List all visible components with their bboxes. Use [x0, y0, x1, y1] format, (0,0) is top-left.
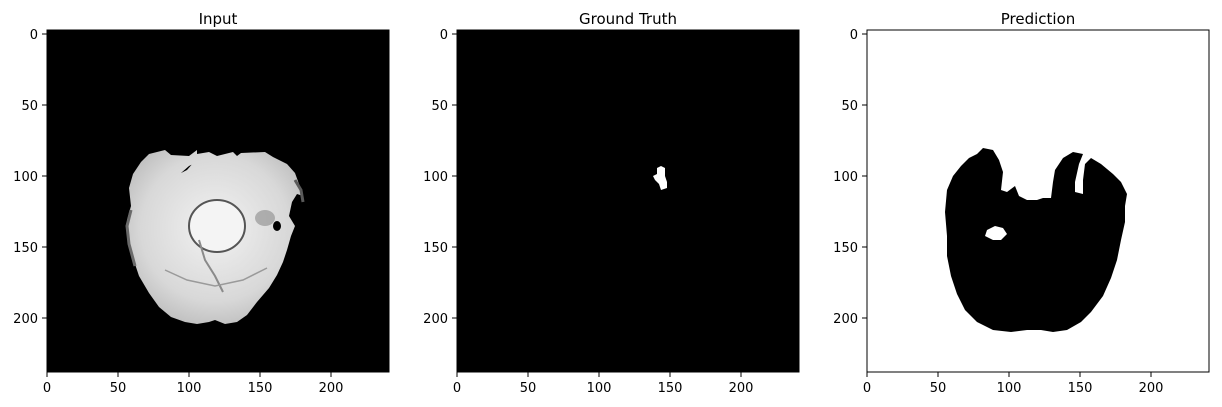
- tumor-mask: [653, 166, 667, 190]
- y-tick-label: 150: [13, 241, 38, 256]
- prediction-mask: [945, 148, 1127, 332]
- x-tick-label: 100: [997, 381, 1022, 396]
- panel-title: Input: [199, 10, 238, 28]
- y-tick-label: 50: [21, 99, 38, 114]
- y-tick-label: 0: [850, 28, 858, 43]
- x-tick-label: 150: [658, 381, 683, 396]
- panel-ground-truth: Ground Truth 0 50 100 150 200 0 50 100: [423, 10, 800, 396]
- x-axis: 0 50 100 150 200: [453, 371, 799, 396]
- image-background: [457, 30, 799, 372]
- y-axis: 0 50 100 150 200: [423, 28, 458, 372]
- midline-structure: [198, 239, 224, 293]
- x-tick-label: 0: [43, 381, 51, 396]
- x-tick-label: 0: [863, 381, 871, 396]
- dark-lesion: [273, 221, 281, 231]
- y-tick-label: 100: [833, 170, 858, 185]
- x-tick-label: 150: [1068, 381, 1093, 396]
- y-tick-label: 150: [833, 241, 858, 256]
- x-tick-label: 0: [453, 381, 461, 396]
- x-tick-label: 50: [110, 381, 127, 396]
- axes-frame: [46, 29, 390, 373]
- x-tick-label: 200: [1139, 381, 1164, 396]
- y-tick-label: 150: [423, 241, 448, 256]
- predicted-region: [945, 148, 1127, 332]
- brainstem-outline: [188, 199, 246, 253]
- panel-prediction: Prediction 0 50 100 150 200 0 50: [833, 10, 1210, 396]
- x-tick-label: 50: [520, 381, 537, 396]
- y-tick-label: 50: [431, 99, 448, 114]
- y-tick-label: 50: [841, 99, 858, 114]
- x-tick-label: 50: [930, 381, 947, 396]
- y-tick-label: 200: [423, 312, 448, 327]
- panel-title: Ground Truth: [579, 10, 677, 28]
- x-tick-label: 100: [587, 381, 612, 396]
- axes-frame: [866, 29, 1210, 373]
- x-tick-label: 150: [248, 381, 273, 396]
- brain-scan: [125, 150, 305, 324]
- y-tick-label: 100: [13, 170, 38, 185]
- brain-dark-edge-right: [293, 179, 305, 203]
- x-axis: 0 50 100 150 200: [863, 371, 1209, 396]
- brain-dark-edge-left: [125, 209, 137, 267]
- x-tick-label: 200: [319, 381, 344, 396]
- grey-region: [255, 210, 275, 226]
- y-tick-label: 0: [30, 28, 38, 43]
- panel-input: Input 0 50 100 150 200: [13, 10, 390, 396]
- y-tick-label: 200: [13, 312, 38, 327]
- y-tick-label: 0: [440, 28, 448, 43]
- y-tick-label: 200: [833, 312, 858, 327]
- cerebellum-fold: [164, 267, 268, 287]
- y-tick-label: 100: [423, 170, 448, 185]
- x-tick-label: 200: [729, 381, 754, 396]
- y-axis: 0 50 100 150 200: [833, 28, 868, 372]
- y-axis: 0 50 100 150 200: [13, 28, 48, 372]
- axes-frame: [456, 29, 800, 373]
- panel-title: Prediction: [1001, 10, 1076, 28]
- x-axis: 0 50 100 150 200: [43, 371, 389, 396]
- x-tick-label: 100: [177, 381, 202, 396]
